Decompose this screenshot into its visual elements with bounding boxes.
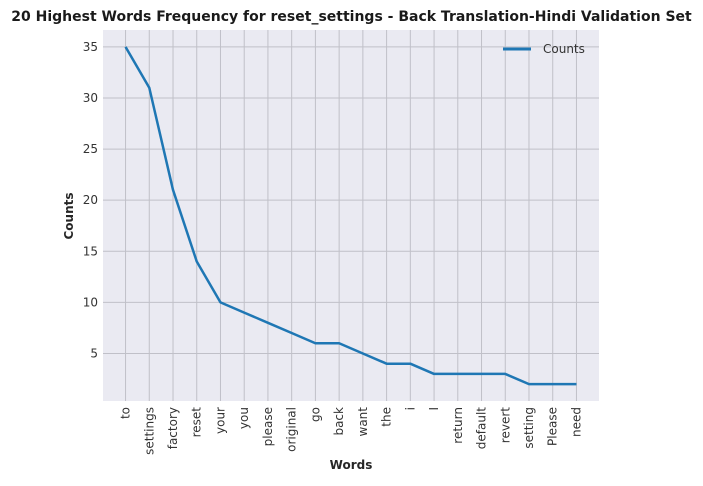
x-tick-label: reset bbox=[190, 407, 204, 438]
x-tick-label: back bbox=[332, 407, 346, 436]
plot-area bbox=[103, 30, 599, 401]
x-axis-label: Words bbox=[330, 458, 373, 472]
x-tick-label: to bbox=[119, 407, 133, 419]
y-tick-label: 25 bbox=[83, 142, 98, 156]
x-tick-label: i bbox=[403, 407, 417, 410]
legend-label-counts: Counts bbox=[543, 42, 585, 56]
x-tick-label: I bbox=[427, 407, 441, 411]
y-axis-label: Counts bbox=[62, 192, 76, 239]
y-tick-label: 10 bbox=[83, 295, 98, 309]
x-tick-label: default bbox=[475, 407, 489, 450]
y-axis: 5 10 15 20 25 30 35 bbox=[83, 40, 98, 361]
y-tick-label: 20 bbox=[83, 193, 98, 207]
y-tick-label: 35 bbox=[83, 40, 98, 54]
y-tick-label: 5 bbox=[90, 346, 98, 360]
x-tick-label: revert bbox=[498, 407, 512, 443]
x-tick-label: factory bbox=[166, 407, 180, 449]
chart-title: 20 Highest Words Frequency for reset_set… bbox=[11, 9, 692, 25]
x-tick-label: settings bbox=[142, 407, 156, 455]
x-tick-label: need bbox=[569, 407, 583, 437]
x-tick-label: Please bbox=[546, 407, 560, 446]
x-tick-label: setting bbox=[522, 407, 536, 449]
x-tick-label: original bbox=[285, 407, 299, 452]
y-tick-label: 15 bbox=[83, 244, 98, 258]
y-tick-label: 30 bbox=[83, 91, 98, 105]
x-tick-label: your bbox=[213, 407, 227, 434]
x-tick-label: please bbox=[261, 407, 275, 446]
x-tick-label: the bbox=[380, 407, 394, 427]
x-tick-label: you bbox=[237, 407, 251, 429]
x-tick-label: return bbox=[451, 407, 465, 444]
x-tick-label: go bbox=[308, 407, 322, 422]
x-tick-label: want bbox=[356, 407, 370, 437]
